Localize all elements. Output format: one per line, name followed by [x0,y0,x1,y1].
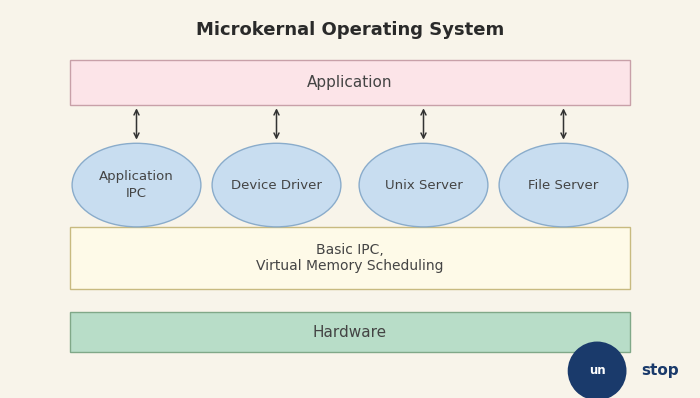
Text: Microkernal Operating System: Microkernal Operating System [196,21,504,39]
Text: un: un [589,365,606,377]
Text: Device Driver: Device Driver [231,179,322,191]
Ellipse shape [499,143,628,227]
Ellipse shape [359,143,488,227]
FancyBboxPatch shape [70,227,630,289]
Text: stop: stop [641,363,679,378]
FancyBboxPatch shape [70,60,630,105]
FancyBboxPatch shape [70,312,630,352]
Text: Application
IPC: Application IPC [99,170,174,200]
Text: Basic IPC,
Virtual Memory Scheduling: Basic IPC, Virtual Memory Scheduling [256,243,444,273]
Text: File Server: File Server [528,179,598,191]
Text: Application: Application [307,75,393,90]
Ellipse shape [212,143,341,227]
Text: Hardware: Hardware [313,325,387,340]
Ellipse shape [568,341,626,398]
Ellipse shape [72,143,201,227]
Text: Unix Server: Unix Server [384,179,463,191]
